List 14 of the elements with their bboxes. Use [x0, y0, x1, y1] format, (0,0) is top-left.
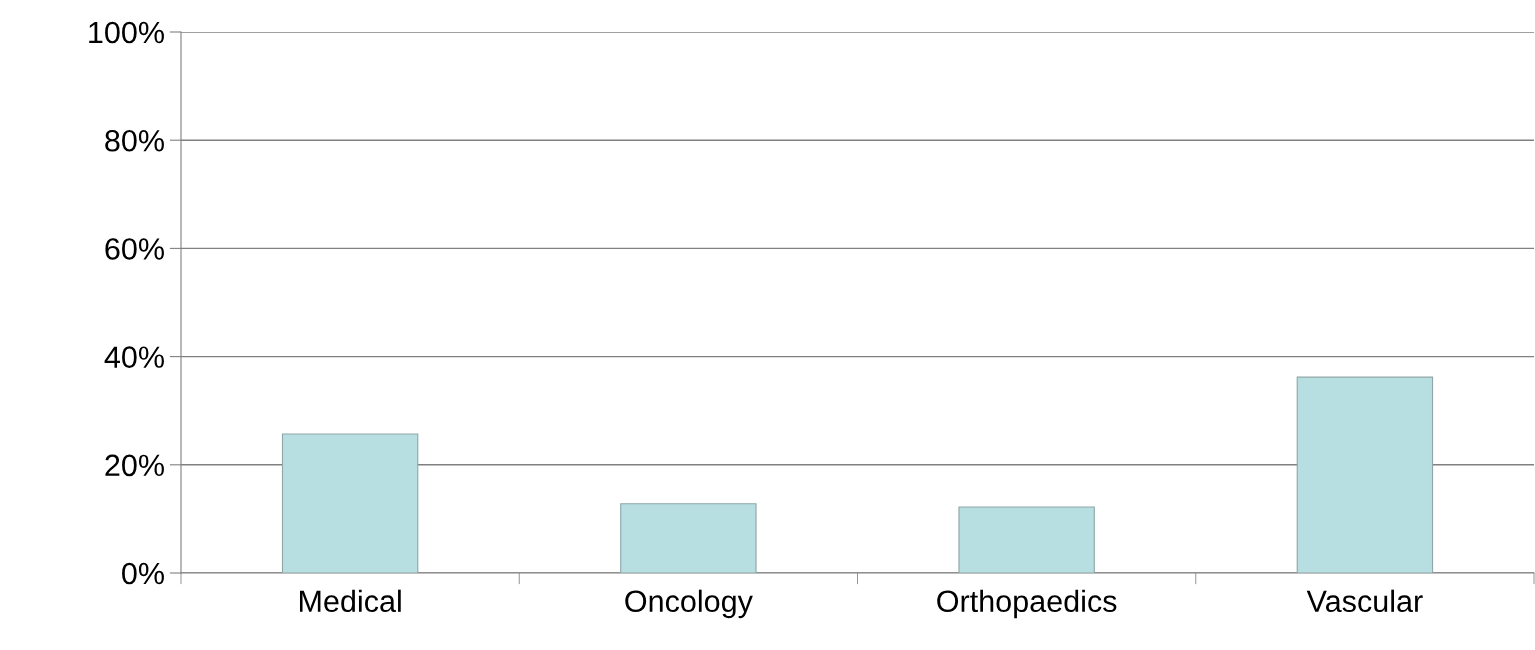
x-tick-label: Orthopaedics — [937, 589, 1117, 619]
y-tick-label: 0% — [122, 562, 164, 585]
x-tick-label: Oncology — [625, 589, 753, 619]
bar — [281, 433, 419, 573]
bar — [1296, 376, 1434, 573]
bar — [958, 506, 1095, 573]
y-tick-label: 40% — [104, 346, 164, 368]
y-tick-label: 100% — [89, 21, 164, 44]
x-tick-label: Vascular — [1306, 589, 1423, 613]
x-tick-label: Medical — [299, 589, 401, 613]
y-tick-label: 60% — [105, 238, 164, 260]
bar — [620, 503, 757, 573]
y-tick-label: 20% — [105, 454, 164, 477]
y-tick-label: 80% — [105, 129, 164, 152]
